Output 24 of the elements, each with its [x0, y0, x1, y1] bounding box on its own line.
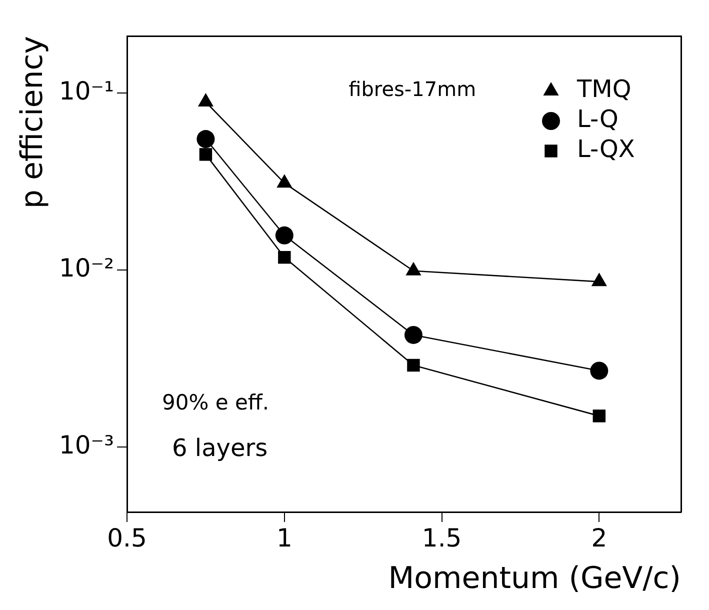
y-tick-label: 10⁻¹	[59, 76, 114, 106]
legend-label: L-Q	[577, 105, 618, 134]
point	[198, 93, 214, 107]
x-tick-label: 1	[276, 524, 292, 552]
annotation: 6 layers	[172, 434, 268, 462]
legend-label: TMQ	[576, 75, 632, 104]
point	[196, 130, 215, 148]
point	[590, 362, 608, 380]
y-tick-label: 10⁻³	[59, 430, 114, 460]
point	[278, 250, 291, 264]
x-axis-title: Momentum (GeV/c)	[388, 560, 681, 596]
annotation: 90% e eff.	[162, 390, 270, 414]
annotation: fibres-17mm	[348, 77, 476, 102]
legend-label: L-QX	[577, 135, 635, 164]
x-tick-label: 0.5	[107, 524, 147, 552]
x-tick-label: 2	[591, 524, 608, 552]
point	[407, 358, 420, 372]
y-axis-title: p efficiency	[14, 36, 50, 209]
x-tick-label: 1.5	[422, 524, 462, 552]
point	[592, 410, 606, 422]
point	[404, 326, 422, 344]
y-tick-label: 10⁻²	[59, 254, 114, 283]
point	[275, 226, 294, 244]
point	[199, 148, 212, 161]
